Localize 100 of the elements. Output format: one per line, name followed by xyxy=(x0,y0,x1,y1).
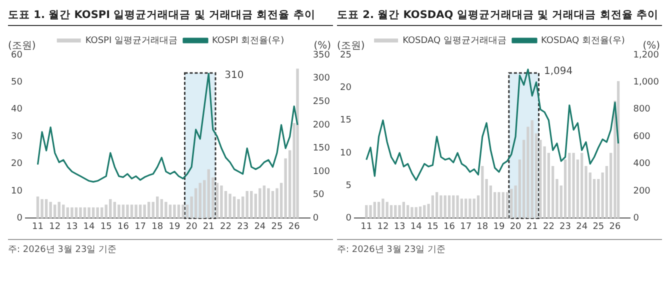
x-tick-label: 13 xyxy=(66,222,78,232)
x-tick-label: 23 xyxy=(237,222,249,232)
x-tick-label: 25 xyxy=(271,222,283,232)
x-tick-label: 23 xyxy=(560,222,571,232)
bar xyxy=(96,207,99,218)
bar xyxy=(460,198,464,218)
bar xyxy=(398,205,401,218)
bar xyxy=(262,186,266,218)
x-tick-label: 14 xyxy=(410,222,422,232)
bar xyxy=(369,205,372,218)
x-tick-label: 20 xyxy=(510,222,522,232)
bar xyxy=(456,195,459,218)
legend-label: KOSDAQ 회전율(우) xyxy=(540,36,625,46)
x-tick-label: 15 xyxy=(426,222,438,232)
y-axis-title: (조원) xyxy=(8,40,36,52)
x-tick-label: 16 xyxy=(444,222,456,232)
x-tick-label: 18 xyxy=(152,222,164,232)
x-tick-label: 11 xyxy=(32,222,44,232)
bar xyxy=(232,196,236,218)
bar xyxy=(138,204,142,218)
bar xyxy=(237,199,240,218)
y2-axis-title: (%) xyxy=(642,40,660,52)
bar xyxy=(122,204,125,218)
bar xyxy=(406,205,410,218)
text: 주: 2026년 3월 23일 기준 xyxy=(8,244,118,256)
bar xyxy=(498,192,500,218)
bar xyxy=(423,205,426,218)
bar xyxy=(36,196,40,218)
bar xyxy=(246,191,248,218)
x-tick-label: 17 xyxy=(134,222,146,232)
bar xyxy=(160,199,164,218)
bar xyxy=(452,195,455,218)
y2-tick-label: 1,200 xyxy=(633,50,660,60)
bar xyxy=(182,204,184,218)
chart-title: 도표 1. 월간 KOSPI 일평균거래대금 및 거래대금 회전율 추이 xyxy=(8,8,333,26)
y2-tick-label: 200 xyxy=(633,186,651,196)
bar xyxy=(220,186,223,218)
x-tick-label: 24 xyxy=(254,222,266,232)
x-tick-label: 26 xyxy=(288,222,300,232)
x-tick-label: 25 xyxy=(592,222,604,232)
y-tick-label: 10 xyxy=(11,186,23,196)
bar xyxy=(530,120,534,218)
y-tick-label: 30 xyxy=(11,132,23,142)
x-tick-label: 21 xyxy=(526,222,538,232)
bar xyxy=(472,198,476,218)
bar xyxy=(296,68,299,218)
bar xyxy=(435,192,438,218)
x-tick-label: 21 xyxy=(202,222,214,232)
bar xyxy=(390,205,393,218)
bar xyxy=(173,204,176,218)
y2-tick-label: 600 xyxy=(633,132,651,142)
y-tick-label: 20 xyxy=(340,82,352,93)
annotation: 310 xyxy=(224,70,244,82)
bar xyxy=(402,202,405,218)
y-tick-label: 40 xyxy=(11,104,23,115)
y-tick-label: 50 xyxy=(11,78,23,88)
bar xyxy=(118,204,120,218)
y-tick-label: 0 xyxy=(16,214,23,224)
x-tick-label: 17 xyxy=(460,222,472,232)
bar xyxy=(271,191,274,218)
x-tick-label: 24 xyxy=(576,222,588,232)
bar xyxy=(79,207,82,218)
y2-tick-label: 100 xyxy=(312,166,330,177)
bar xyxy=(53,204,56,218)
x-tick-label: 19 xyxy=(493,222,505,232)
bar xyxy=(431,195,434,218)
bar xyxy=(568,152,571,218)
y2-tick-label: 1,000 xyxy=(633,78,660,88)
chart-title: 도표 2. 월간 KOSDAQ 일평균거래대금 및 거래대금 회전율 추이 xyxy=(337,8,662,26)
y2-tick-label: 50 xyxy=(312,190,325,200)
bar xyxy=(62,204,65,218)
x-tick-label: 20 xyxy=(186,222,198,232)
y2-tick-label: 200 xyxy=(312,120,330,130)
y2-tick-label: 150 xyxy=(312,144,330,154)
bar xyxy=(267,188,270,218)
bar xyxy=(365,205,368,218)
y-tick-label: 25 xyxy=(340,50,352,60)
bar xyxy=(147,202,150,218)
bar xyxy=(207,169,210,218)
bar xyxy=(481,166,484,218)
bar xyxy=(258,188,262,218)
x-tick-label: 26 xyxy=(609,222,621,232)
x-tick-label: 12 xyxy=(49,222,61,232)
bar xyxy=(70,207,74,218)
x-tick-label: 15 xyxy=(100,222,112,232)
bar xyxy=(130,204,134,218)
legend-label: KOSPI 일평균거래대금 xyxy=(85,36,178,46)
bar xyxy=(394,205,397,218)
y-tick-label: 5 xyxy=(346,180,352,191)
bar xyxy=(126,204,129,218)
y-axis-title: (조원) xyxy=(337,40,365,52)
bar xyxy=(506,192,509,218)
x-tick-label: 12 xyxy=(377,222,389,232)
bar xyxy=(572,152,575,218)
bar xyxy=(382,198,384,218)
bar xyxy=(414,207,418,218)
x-tick-label: 11 xyxy=(360,222,372,232)
bar xyxy=(164,202,168,218)
text: 주: 2026년 3월 23일 기준 xyxy=(337,244,447,256)
bar xyxy=(40,199,44,218)
